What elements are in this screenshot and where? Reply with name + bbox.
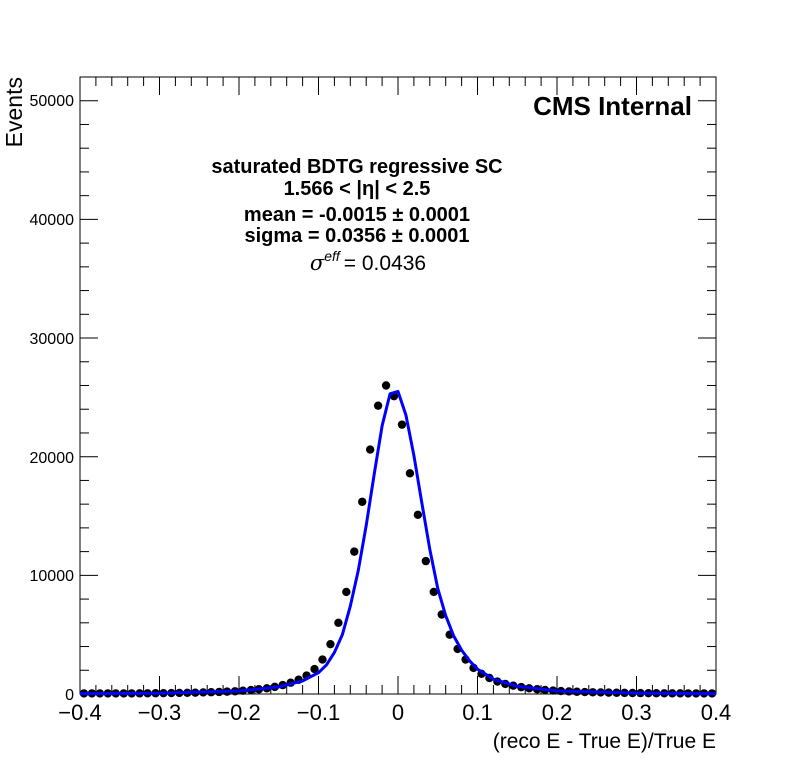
data-point [350, 547, 359, 556]
annotation-title: saturated BDTG regressive SC [211, 156, 502, 178]
x-axis-label: (reco E - True E)/True E [493, 730, 716, 753]
data-point [318, 655, 327, 664]
data-point [381, 381, 391, 390]
annotation-sigma-eff: σeff = 0.0436 [310, 248, 426, 275]
y-tick-label: 30000 [30, 331, 75, 348]
data-point [397, 420, 407, 429]
annotation-mean: mean = -0.0015 ± 0.0001 [244, 204, 470, 226]
data-point [429, 587, 438, 597]
y-tick-labels: 0 10000 20000 30000 40000 50000 [30, 93, 75, 704]
data-point [421, 556, 431, 566]
x-tick-label: 0.2 [542, 700, 573, 725]
y-tick-label: 50000 [30, 93, 75, 110]
x-tick-label: −0.1 [297, 700, 340, 725]
annotation-eta-range: 1.566 < |η| < 2.5 [284, 178, 431, 200]
y-tick-label: 10000 [30, 568, 75, 585]
y-tick-label: 20000 [30, 450, 75, 467]
data-point [342, 587, 351, 597]
x-tick-labels: −0.4 −0.3 −0.2 −0.1 0 0.1 0.2 0.3 0.4 [58, 700, 731, 725]
y-tick-label: 40000 [30, 212, 75, 229]
x-tick-label: −0.4 [58, 700, 101, 725]
data-point [358, 497, 367, 506]
data-point [334, 618, 343, 628]
y-axis-label: Events [1, 77, 27, 147]
x-tick-label: 0.3 [621, 700, 652, 725]
data-point [326, 639, 335, 649]
data-point [365, 445, 375, 454]
data-point [405, 469, 415, 478]
cms-internal-label: CMS Internal [533, 91, 692, 121]
x-tick-label: 0.1 [462, 700, 493, 725]
data-point [373, 401, 383, 410]
x-tick-label: −0.3 [138, 700, 181, 725]
annotation-sigma: sigma = 0.0356 ± 0.0001 [244, 225, 469, 247]
sigma-eff-value: = 0.0436 [344, 252, 426, 275]
sigma-symbol: σ [310, 251, 325, 275]
sigma-eff-superscript: eff [324, 248, 342, 264]
data-point [413, 510, 423, 520]
x-tick-label: −0.2 [217, 700, 260, 725]
x-tick-label: 0 [392, 700, 404, 725]
y-tick-label: 0 [65, 687, 74, 704]
fit-curve [79, 389, 717, 696]
data-point [310, 664, 319, 674]
data-series [79, 381, 717, 698]
x-tick-label: 0.4 [701, 700, 732, 725]
